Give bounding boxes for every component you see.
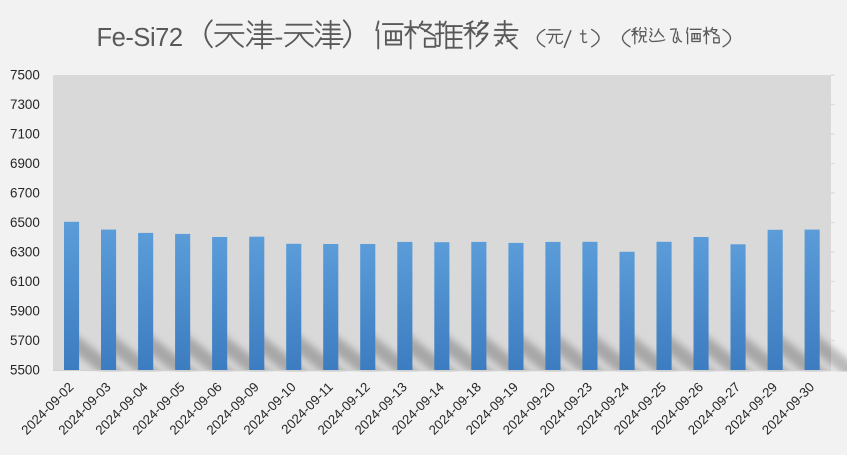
svg-text:6900: 6900	[10, 156, 40, 171]
svg-text:6100: 6100	[10, 274, 40, 289]
svg-text:5700: 5700	[10, 333, 40, 348]
svg-text:5900: 5900	[10, 303, 40, 318]
svg-text:6700: 6700	[10, 185, 40, 200]
svg-text:6500: 6500	[10, 215, 40, 230]
svg-text:5500: 5500	[10, 362, 40, 377]
svg-text:Fe-Si72: Fe-Si72	[97, 24, 183, 52]
svg-text:6300: 6300	[10, 244, 40, 259]
svg-text:7500: 7500	[10, 67, 40, 82]
svg-text:7300: 7300	[10, 97, 40, 112]
svg-text:7100: 7100	[10, 126, 40, 141]
